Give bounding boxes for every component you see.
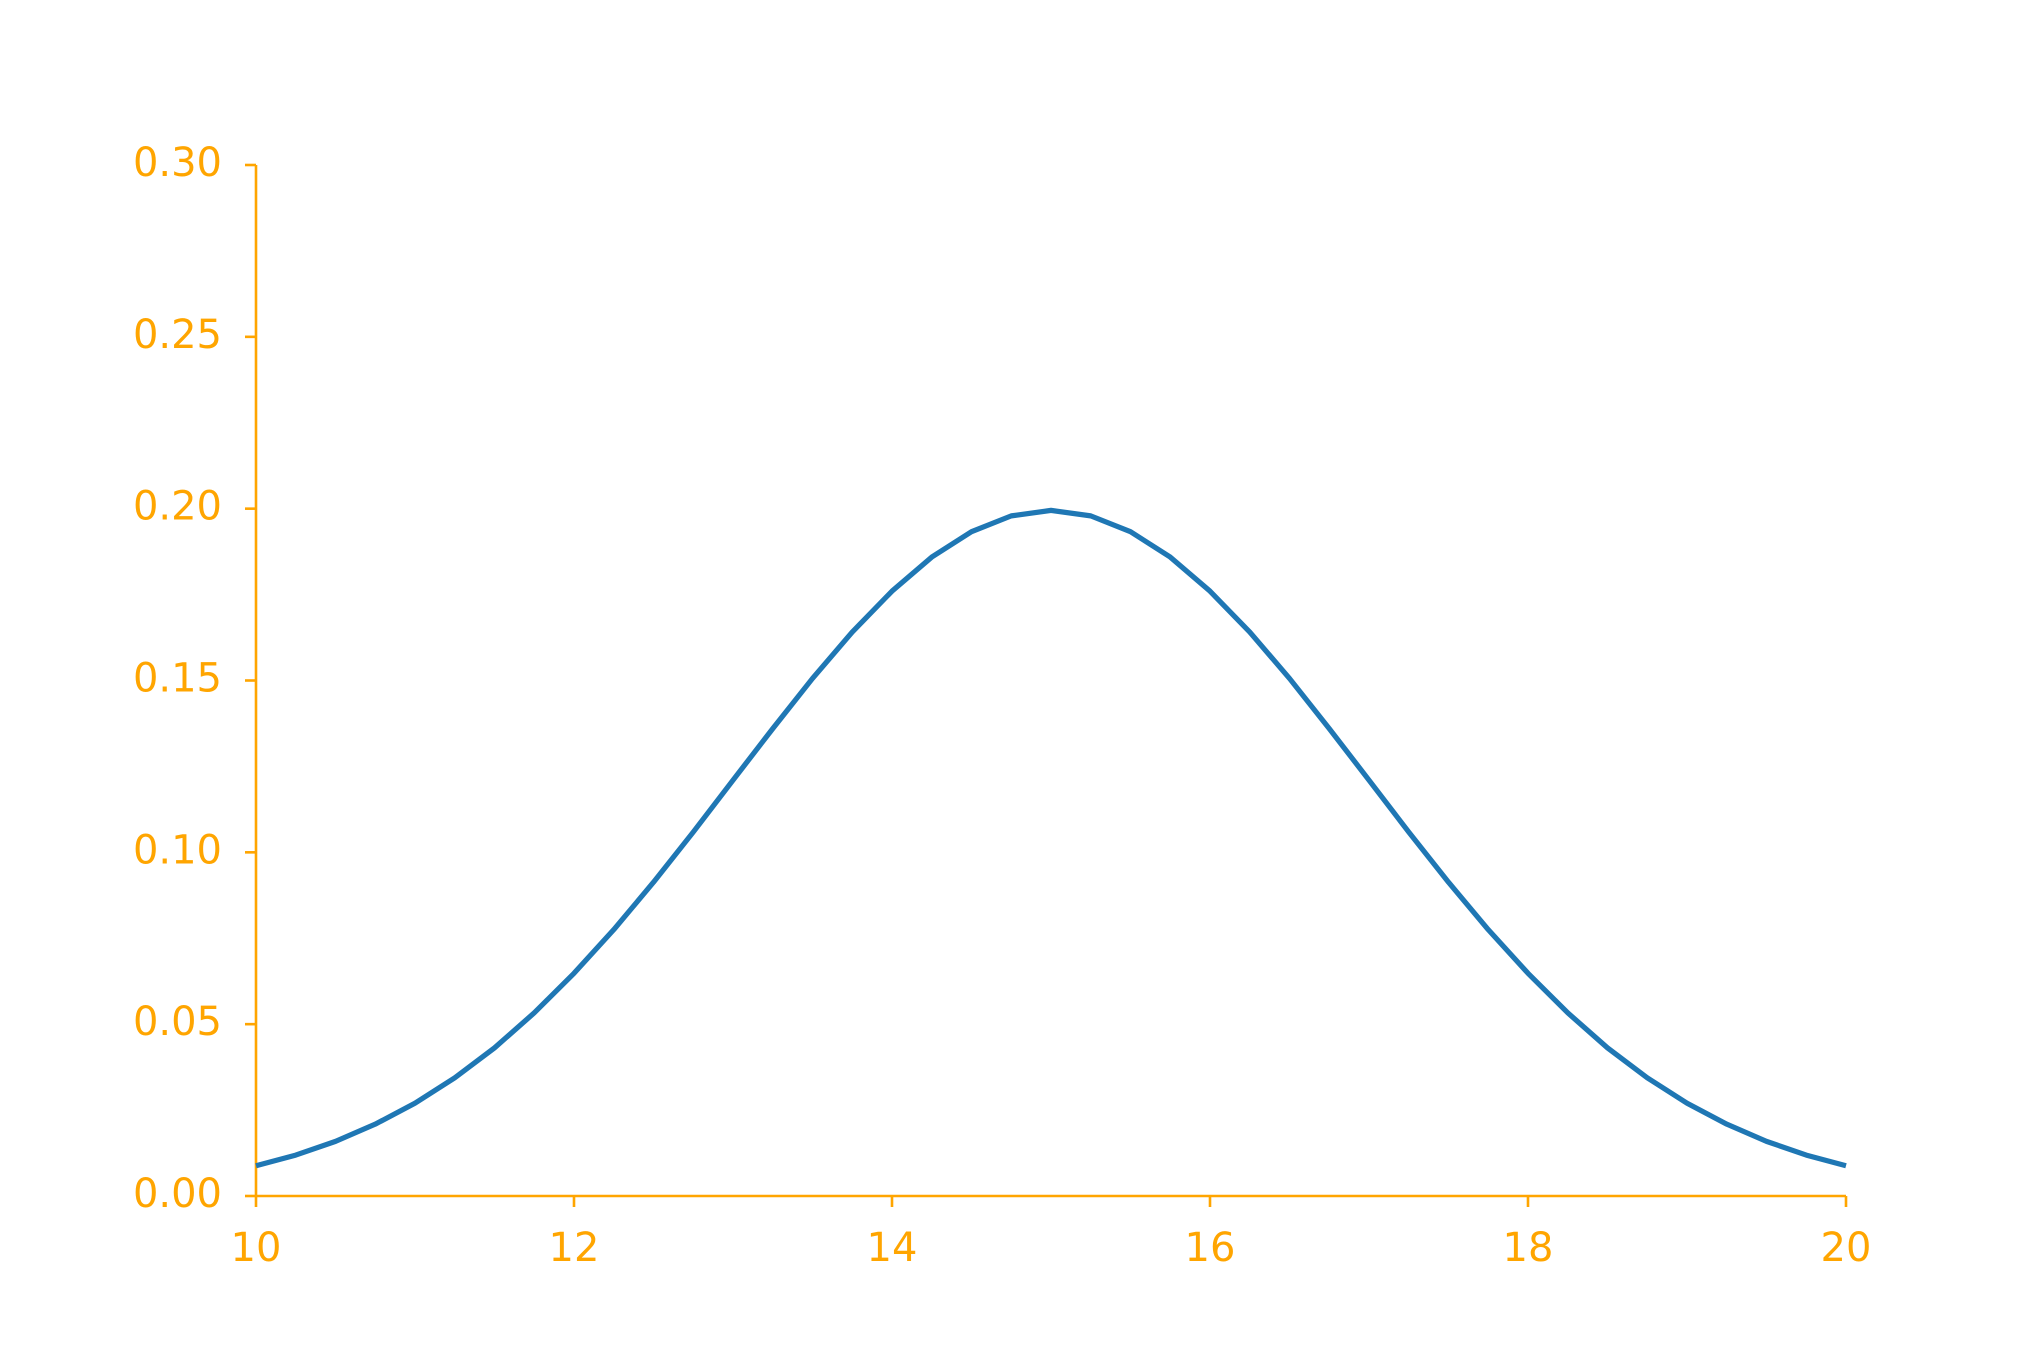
y-tick-label: 0.25	[133, 312, 222, 358]
y-tick-label: 0.20	[133, 484, 222, 530]
y-tick-label: 0.15	[133, 656, 222, 702]
x-tick-label: 14	[867, 1225, 918, 1271]
y-tick-label: 0.05	[133, 999, 222, 1045]
y-tick-label: 0.00	[133, 1171, 222, 1217]
x-tick-label: 20	[1821, 1225, 1872, 1271]
x-tick-label: 10	[231, 1225, 282, 1271]
y-tick-label: 0.30	[133, 140, 222, 186]
x-tick-label: 18	[1503, 1225, 1554, 1271]
x-tick-label: 12	[549, 1225, 600, 1271]
curve	[255, 507, 1847, 1169]
y-tick-label: 0.10	[133, 827, 222, 873]
x-tick-label: 16	[1185, 1225, 1236, 1271]
